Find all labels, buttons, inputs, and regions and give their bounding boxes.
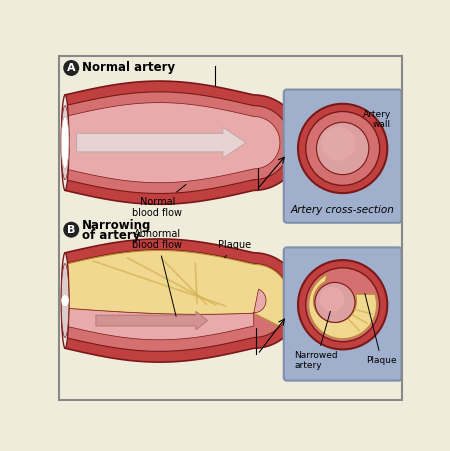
Circle shape — [64, 223, 78, 237]
Circle shape — [306, 268, 380, 342]
Text: Artery
wall: Artery wall — [363, 110, 391, 129]
Text: Artery cross-section: Artery cross-section — [291, 205, 395, 216]
Circle shape — [298, 104, 387, 193]
Polygon shape — [65, 250, 291, 351]
Circle shape — [306, 111, 380, 185]
Circle shape — [298, 260, 387, 350]
FancyBboxPatch shape — [284, 248, 401, 381]
Ellipse shape — [61, 263, 69, 337]
Text: B: B — [67, 225, 76, 235]
Ellipse shape — [61, 253, 69, 348]
Text: Normal artery: Normal artery — [82, 61, 175, 74]
Polygon shape — [65, 250, 290, 326]
Text: Narrowing: Narrowing — [82, 219, 151, 231]
Circle shape — [316, 122, 369, 175]
Circle shape — [64, 61, 78, 75]
Text: Abnormal
blood flow: Abnormal blood flow — [132, 229, 183, 316]
Ellipse shape — [61, 295, 69, 306]
Polygon shape — [76, 127, 246, 158]
Circle shape — [320, 287, 344, 312]
Text: Plaque: Plaque — [218, 240, 251, 258]
Text: Normal
blood flow: Normal blood flow — [132, 184, 186, 218]
Text: Narrowed
artery: Narrowed artery — [295, 311, 338, 370]
Polygon shape — [65, 289, 266, 340]
Ellipse shape — [61, 95, 69, 190]
Circle shape — [321, 127, 355, 161]
Polygon shape — [65, 103, 280, 183]
Text: Plaque: Plaque — [365, 294, 397, 365]
FancyBboxPatch shape — [284, 90, 401, 223]
Text: of artery: of artery — [82, 229, 140, 242]
Ellipse shape — [61, 106, 69, 179]
Polygon shape — [96, 311, 207, 330]
Polygon shape — [65, 81, 302, 204]
Circle shape — [315, 282, 355, 322]
Polygon shape — [309, 275, 377, 339]
Text: A: A — [67, 63, 76, 73]
Ellipse shape — [61, 116, 69, 169]
Polygon shape — [65, 92, 291, 193]
Polygon shape — [65, 239, 302, 362]
